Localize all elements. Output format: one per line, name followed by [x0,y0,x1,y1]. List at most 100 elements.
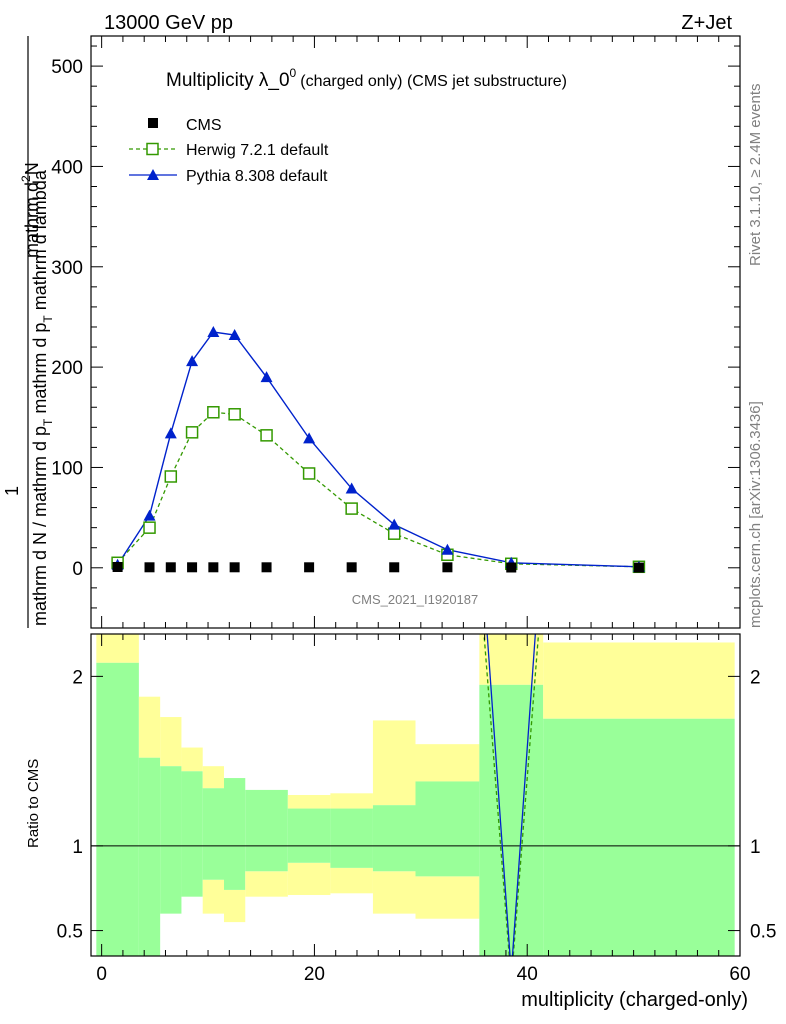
ratio-band-green [415,781,480,877]
ratio-band-yellow [372,871,416,914]
mcplots-label: mcplots.cern.ch [arXiv:1306.3436] [747,401,764,628]
x-tick-label: 0 [96,964,107,985]
legend-pythia-label: Pythia 8.308 default [186,168,328,185]
ratio-band-green [223,778,246,890]
main-title: Multiplicity λ_00 (charged only) (CMS jet… [166,66,567,91]
main-y-tick-label: 500 [51,57,83,78]
pythia-point [228,329,241,341]
rivet-label: Rivet 3.1.10, ≥ 2.4M events [747,84,764,267]
cms-data-point [187,562,198,573]
pythia-point [441,543,454,555]
ratio-y-tick-label: 1 [72,837,83,858]
main-y-tick-label: 100 [51,458,83,479]
ratio-band-yellow [223,889,246,923]
cms-data-point [633,562,644,573]
pythia-point [164,427,177,439]
main-y-tick-label: 0 [72,559,83,580]
ratio-band-green [96,662,139,956]
x-tick-label: 40 [517,964,538,985]
pythia-point [345,482,358,494]
cms-data-point [346,562,357,573]
cms-data-point [165,562,176,573]
herwig-point [228,408,241,421]
ratio-plot-panel: 0.5 0.51 12 20 20 40 60 [57,634,776,985]
cms-data-point [442,562,453,573]
ratio-plot-frame [90,633,741,957]
cms-data-point [506,562,517,573]
ratio-band-green [372,805,416,872]
energy-label: 13000 GeV pp [104,12,233,34]
x-axis-label: multiplicity (charged-only) [521,989,748,1011]
pythia-point [260,371,273,383]
cms-data-point [112,561,123,572]
ratio-band-yellow [543,642,735,719]
ratio-y-axis-label: Ratio to CMS [25,759,42,848]
ratio-band-green [181,771,203,897]
main-plot-panel: 0 100 200 300 400 500 [51,36,741,628]
legend-cms-marker [148,118,158,128]
ratio-line-pythia [486,634,536,956]
legend-herwig-label: Herwig 7.2.1 default [186,142,329,159]
pythia-point [186,355,199,367]
herwig-point [143,521,156,534]
ratio-y-tick-label-right: 2 [750,667,761,688]
legend-herwig-marker [146,142,159,156]
svg-text:mathrm d N / mathrm d pT mathr: mathrm d N / mathrm d pT mathrm d pT mat… [30,169,55,626]
main-y-axis-label: mathrm d2N 1 mathrm d N / mathrm d pT ma… [2,36,55,628]
herwig-point [260,429,273,442]
ratio-band-green [330,808,373,868]
ratio-band-yellow [415,876,480,919]
ratio-y-tick-label: 0.5 [57,922,83,943]
legend-pythia-marker [147,169,159,180]
pythia-point [207,326,220,337]
cms-data-point [229,562,240,573]
herwig-point [185,426,199,439]
main-y-axis-prefix: 1 [2,486,22,496]
ratio-band-yellow [415,744,480,782]
ratio-band-yellow [330,867,373,894]
pythia-point [388,518,401,530]
ratio-band-yellow [160,717,182,767]
ratio-band-green [245,789,288,872]
ratio-band-green [479,684,544,956]
ratio-band-yellow [96,634,139,663]
cms-data-point [389,562,400,573]
cms-data-point [261,562,272,573]
main-plot-frame [90,35,741,629]
ratio-y-tick-label-right: 0.5 [750,922,776,943]
herwig-point [345,502,358,515]
ratio-band-yellow [202,766,224,789]
herwig-point [164,470,178,483]
ratio-band-green [202,788,224,880]
pythia-point [303,432,316,444]
svg-text:mathrm d2N: mathrm d2N [19,162,42,258]
ratio-band-yellow [138,696,161,758]
ratio-band-green [160,766,182,914]
main-y-tick-label: 200 [51,358,83,379]
process-label: Z+Jet [681,12,732,34]
legend: CMS Herwig 7.2.1 default Pythia 8.308 de… [129,117,329,185]
cms-data-point [144,562,155,573]
ratio-band-green [287,808,331,863]
ratio-band-yellow [372,720,416,806]
herwig-point [387,527,401,540]
ratio-y-tick-label: 2 [72,667,83,688]
pythia-point [143,509,156,521]
main-y-tick-label: 400 [51,157,83,178]
ratio-band-yellow [330,793,373,809]
cms-data-point [304,562,315,573]
ratio-band-yellow [245,871,288,897]
x-tick-label: 20 [304,964,325,985]
analysis-watermark: CMS_2021_I1920187 [352,592,479,607]
ratio-band-yellow [181,747,203,772]
ratio-y-tick-label-right: 1 [750,837,761,858]
herwig-point [302,467,316,480]
x-tick-label: 60 [729,964,750,985]
ratio-band-yellow [287,862,331,895]
main-y-tick-label: 300 [51,258,83,279]
ratio-line-herwig [483,634,540,956]
legend-cms-label: CMS [186,117,222,134]
ratio-band-green [138,757,161,956]
ratio-band-green [543,718,735,956]
